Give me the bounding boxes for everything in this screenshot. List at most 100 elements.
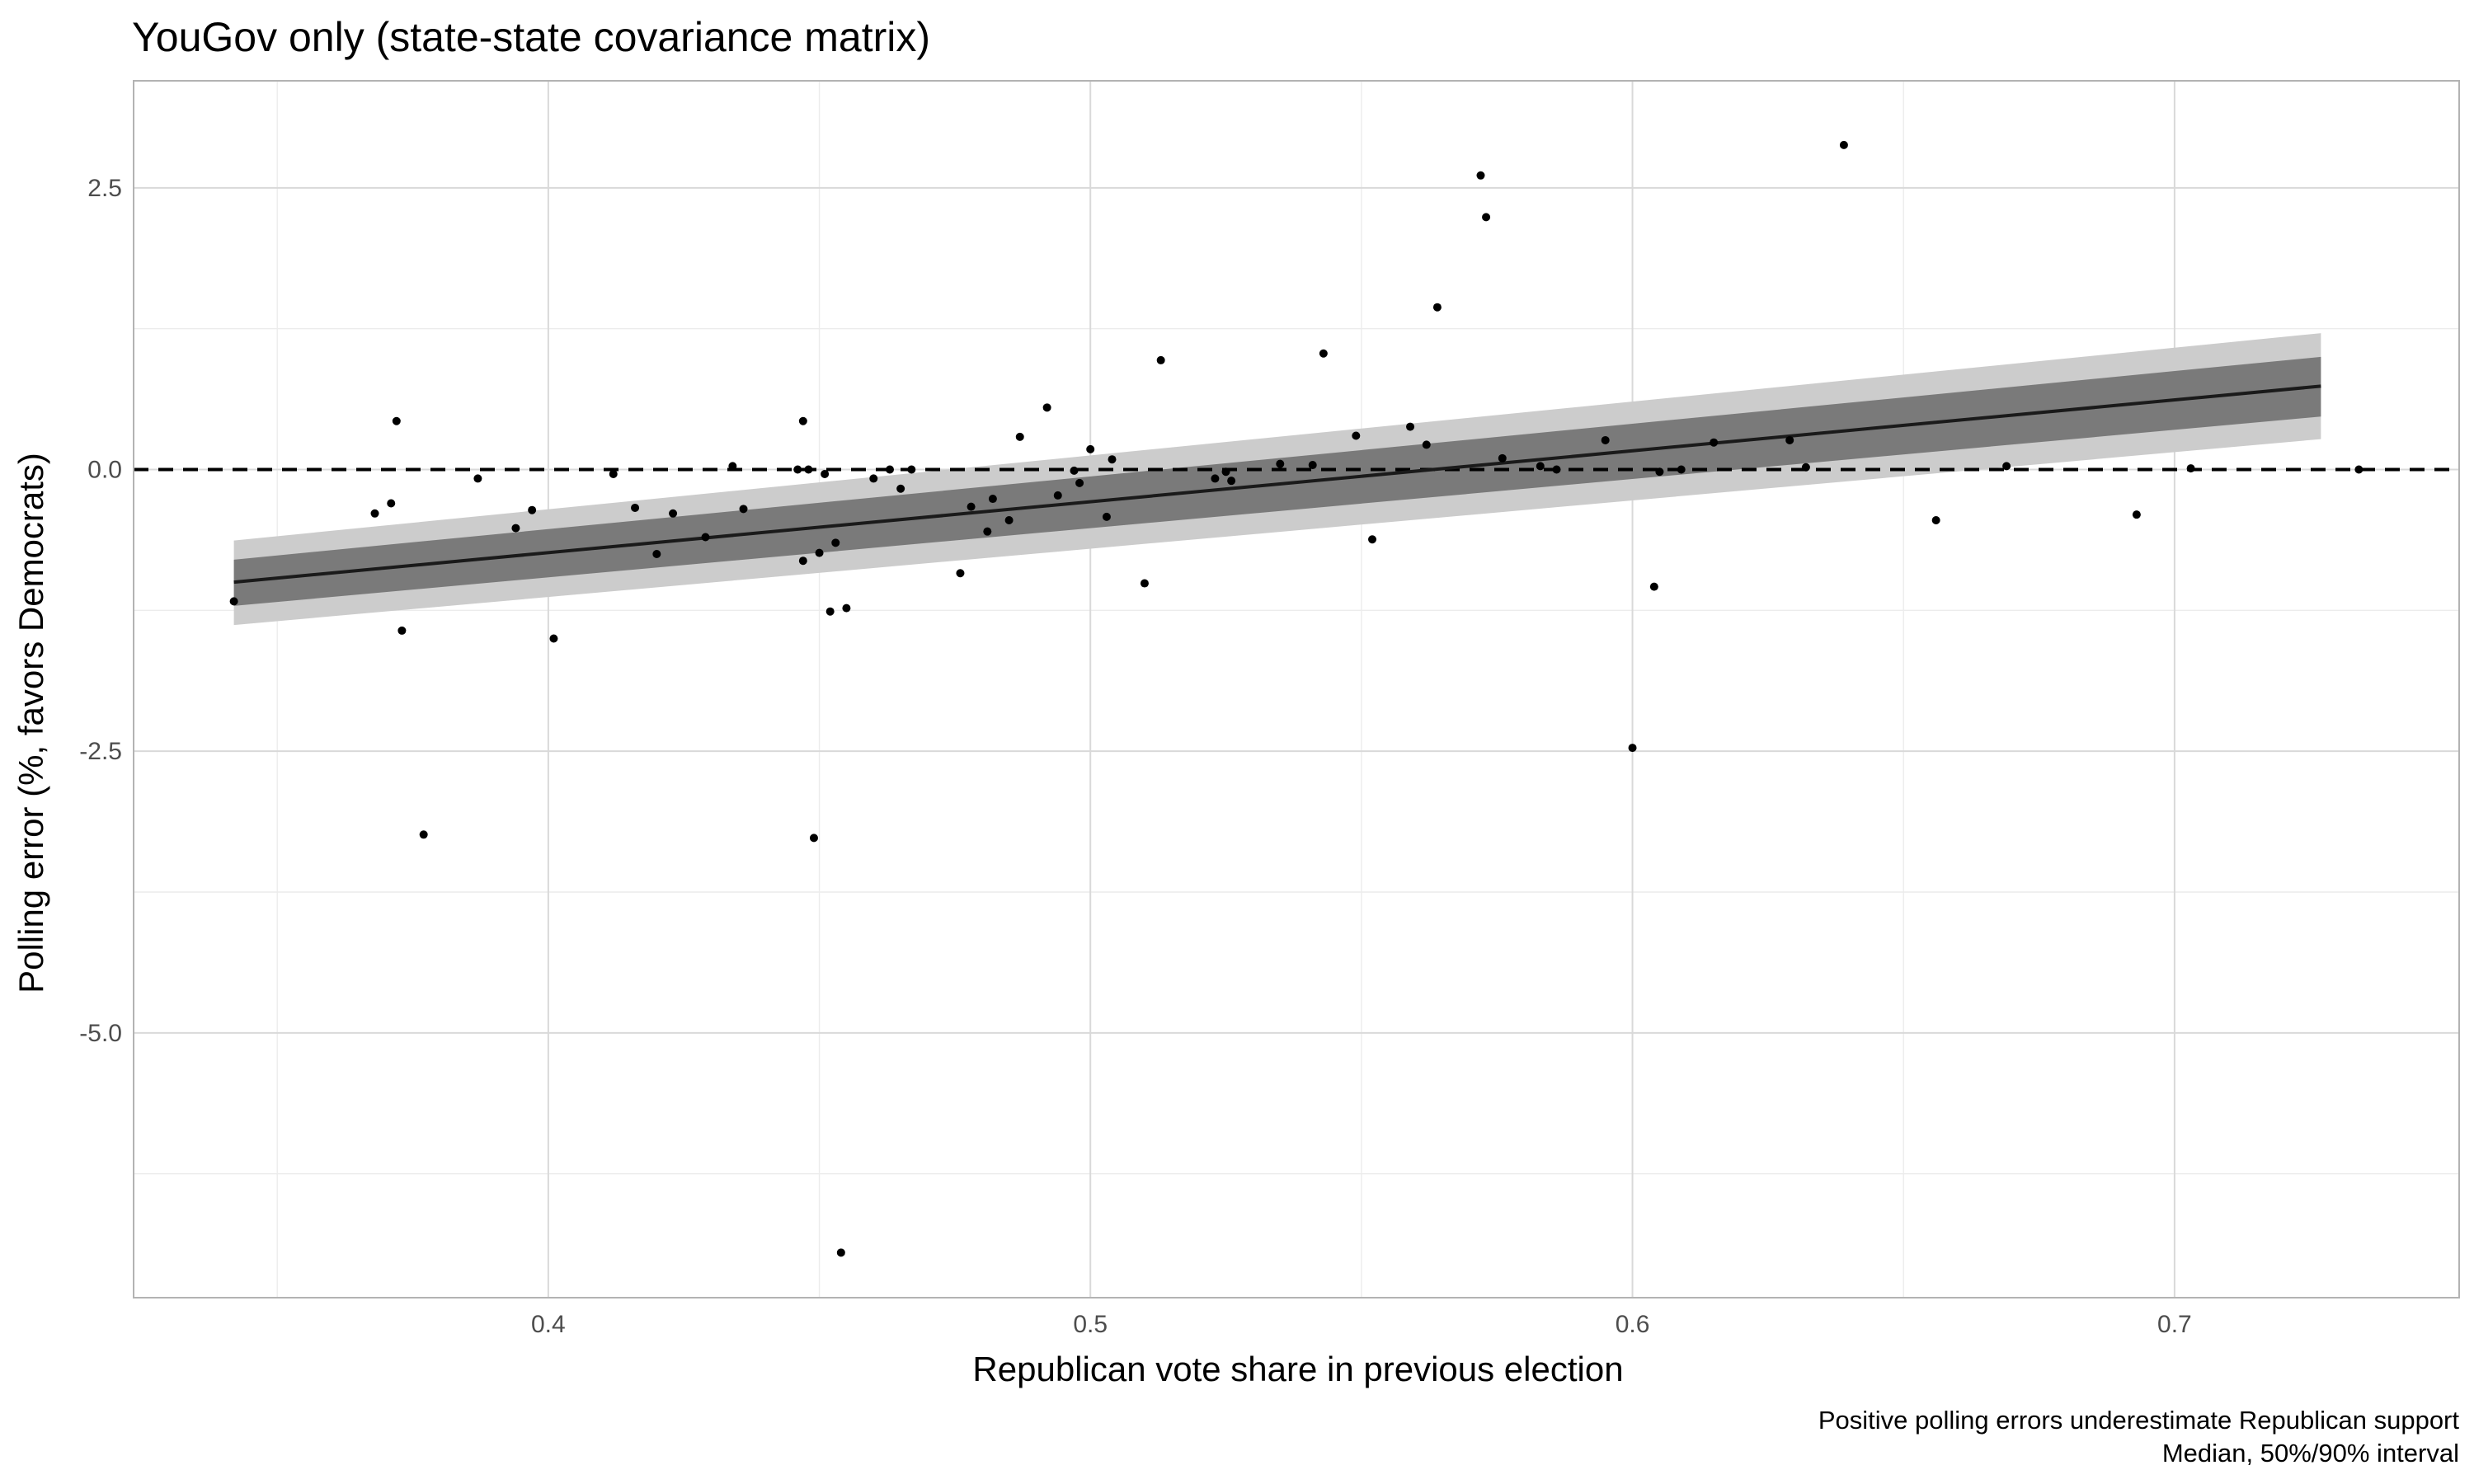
grid-major-layer (134, 81, 2459, 1298)
data-point (1004, 516, 1014, 524)
data-point (1655, 467, 1664, 477)
x-tick-label: 0.5 (1073, 1311, 1108, 1338)
data-point (1432, 303, 1442, 312)
data-point (1108, 455, 1117, 464)
data-point (804, 465, 813, 474)
data-point (1785, 435, 1794, 444)
data-point (511, 524, 520, 533)
grid-minor-layer (134, 81, 2459, 1298)
data-point (1211, 474, 1220, 483)
data-point (549, 634, 558, 643)
data-point (1075, 478, 1084, 487)
data-point (728, 462, 737, 471)
data-point (1140, 579, 1149, 588)
fit-line-layer (233, 384, 2321, 585)
data-point (798, 556, 807, 566)
data-point (1070, 466, 1079, 475)
chart-title: YouGov only (state-state covariance matr… (132, 14, 930, 60)
data-point (392, 416, 401, 425)
y-tick-label: -5.0 (79, 1020, 122, 1047)
data-point (2002, 462, 2011, 471)
data-point (1710, 438, 1719, 447)
data-point (229, 597, 238, 606)
median-fit-line (233, 384, 2321, 585)
data-point (956, 569, 965, 578)
data-point (473, 474, 482, 483)
data-point (1368, 535, 1377, 544)
x-tick-label: 0.6 (1616, 1311, 1650, 1338)
data-point (1801, 463, 1810, 472)
data-point (669, 509, 678, 518)
data-point (701, 533, 710, 542)
data-point (793, 465, 802, 474)
data-point (1677, 465, 1686, 474)
data-point (609, 469, 618, 478)
panel-border-layer (133, 80, 2460, 1298)
data-point (1086, 444, 1095, 453)
x-tick-label: 0.4 (531, 1311, 566, 1338)
data-point (869, 474, 878, 483)
data-point (983, 527, 992, 536)
y-tick-labels: 2.5 0.0 -2.5 -5.0 (79, 175, 122, 1047)
data-point (815, 548, 824, 557)
interval-layer (233, 333, 2321, 626)
data-point (988, 495, 997, 504)
y-tick-label: 2.5 (87, 175, 122, 202)
data-point (1482, 213, 1491, 222)
data-point (1498, 453, 1507, 463)
x-tick-labels: 0.4 0.5 0.6 0.7 (531, 1311, 2192, 1338)
data-point (1015, 432, 1024, 441)
data-point (370, 509, 379, 518)
data-point (2186, 464, 2195, 473)
data-point (1552, 465, 1561, 474)
data-point (1839, 140, 1848, 149)
data-point (1601, 435, 1610, 444)
data-point (1649, 582, 1658, 591)
panel-border (133, 80, 2460, 1298)
data-point (1227, 477, 1236, 486)
data-point (1319, 349, 1328, 358)
data-point (1536, 462, 1545, 471)
caption-line-2: Median, 50%/90% interval (2162, 1439, 2459, 1468)
data-point (631, 503, 640, 512)
points-layer (229, 140, 2363, 1257)
caption-line-1: Positive polling errors underestimate Re… (1818, 1406, 2460, 1435)
data-point (1406, 422, 1415, 431)
data-point (1102, 512, 1111, 521)
data-point (652, 550, 661, 558)
data-point (809, 834, 818, 843)
data-point (2132, 510, 2141, 519)
data-point (397, 626, 407, 635)
y-tick-label: 0.0 (87, 457, 122, 484)
data-point (825, 607, 835, 616)
data-point (1221, 467, 1230, 477)
x-tick-label: 0.7 (2157, 1311, 2192, 1338)
data-point (387, 499, 396, 508)
data-point (798, 416, 807, 425)
x-axis-title: Republican vote share in previous electi… (972, 1350, 1623, 1388)
data-point (1308, 461, 1317, 470)
data-point (1053, 491, 1062, 500)
data-point (831, 538, 840, 547)
data-point (1931, 516, 1940, 524)
data-point (419, 830, 428, 839)
data-point (821, 469, 830, 478)
y-axis-title: Polling error (%, favors Democrats) (12, 453, 50, 993)
data-point (842, 603, 851, 613)
data-point (836, 1248, 845, 1257)
data-point (896, 484, 905, 493)
data-point (1628, 744, 1637, 753)
data-point (967, 502, 976, 511)
data-point (907, 465, 916, 474)
data-point (1042, 403, 1051, 412)
data-point (1156, 355, 1165, 364)
data-point (1352, 431, 1361, 440)
data-point (1476, 171, 1485, 180)
data-point (2354, 465, 2363, 474)
data-point (1422, 440, 1431, 449)
y-tick-label: -2.5 (79, 738, 122, 765)
data-point (739, 505, 748, 514)
data-point (1276, 459, 1285, 468)
interval-50-band (233, 356, 2321, 606)
